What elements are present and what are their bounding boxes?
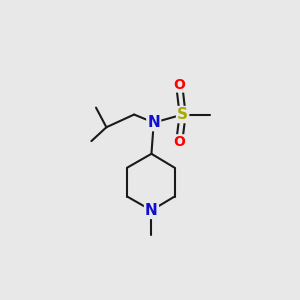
Text: N: N (145, 203, 158, 218)
Text: S: S (177, 107, 188, 122)
Text: O: O (173, 135, 185, 149)
Text: O: O (173, 77, 185, 92)
Text: N: N (147, 115, 160, 130)
